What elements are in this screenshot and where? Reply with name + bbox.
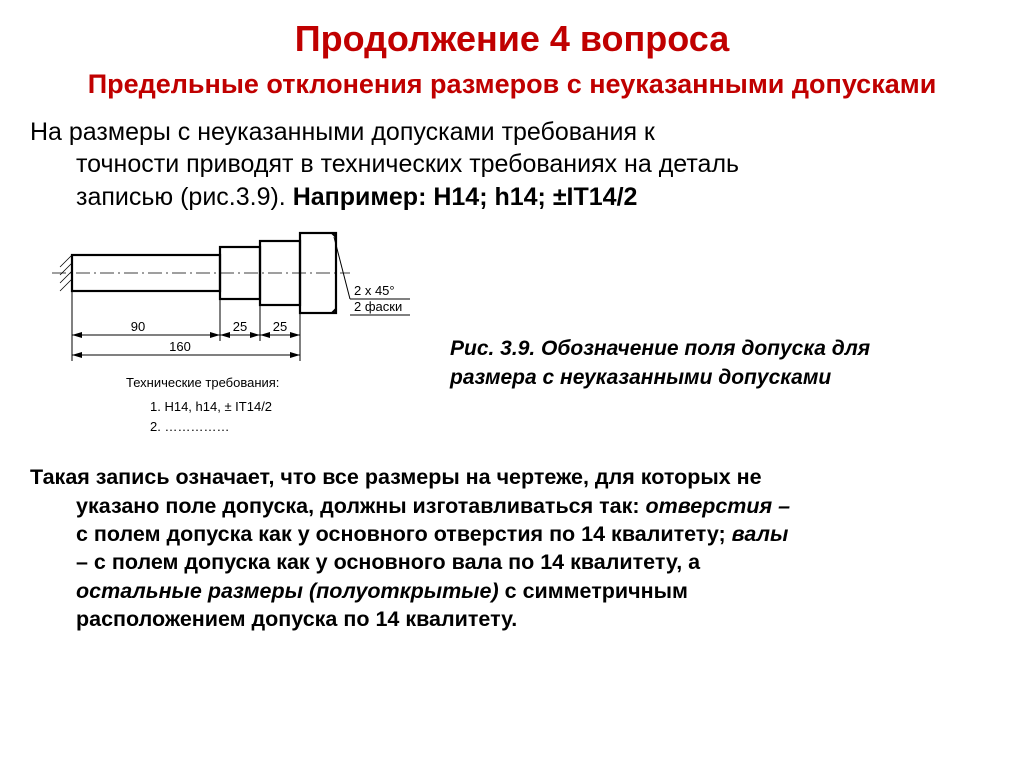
tech-req-1: 1. H14, h14, ± IT14/2 (150, 399, 272, 414)
intro-line2: точности приводят в технических требован… (76, 150, 739, 178)
figure-drawing: 90 25 25 160 2 x 45° (30, 225, 430, 449)
intro-line3a: записью (рис.3.9). (76, 183, 293, 211)
p2-l2b: отверстия – (646, 494, 791, 518)
p2-l1: Такая запись означает, что все размеры н… (30, 465, 762, 489)
caption-l1: Рис. 3.9. Обозначение поля допуска для (450, 337, 870, 360)
page-title: Продолжение 4 вопроса (30, 18, 994, 60)
tech-req-title: Технические требования: (126, 375, 279, 390)
intro-line1: На размеры с неуказанными допусками треб… (30, 118, 655, 146)
p2-l2a: указано поле допуска, должны изготавлива… (76, 494, 646, 518)
p2-l6: расположением допуска по 14 квалитету. (76, 607, 517, 631)
p2-l3b: валы (732, 522, 789, 546)
figure-caption: Рис. 3.9. Обозначение поля допуска для р… (450, 335, 994, 392)
tech-req-2: 2. …………… (150, 419, 229, 434)
intro-line3b: Например: H14; h14; ±IT14/2 (293, 183, 638, 211)
dim-25b: 25 (273, 319, 287, 334)
chamfer-top: 2 x 45° (354, 283, 395, 298)
chamfer-bot: 2 фаски (354, 299, 402, 314)
dim-25a: 25 (233, 319, 247, 334)
explanation-paragraph: Такая запись означает, что все размеры н… (30, 463, 994, 633)
p2-l4: – с полем допуска как у основного вала п… (76, 550, 700, 574)
page-subtitle: Предельные отклонения размеров с неуказа… (30, 68, 994, 102)
intro-paragraph: На размеры с неуказанными допусками треб… (30, 116, 994, 214)
caption-l2: размера с неуказанными допусками (450, 366, 831, 389)
dim-90: 90 (131, 319, 145, 334)
p2-l5b: с симметричным (499, 579, 688, 603)
dim-160: 160 (169, 339, 191, 354)
p2-l5a: остальные размеры (полуоткрытые) (76, 579, 499, 603)
p2-l3a: с полем допуска как у основного отверсти… (76, 522, 732, 546)
